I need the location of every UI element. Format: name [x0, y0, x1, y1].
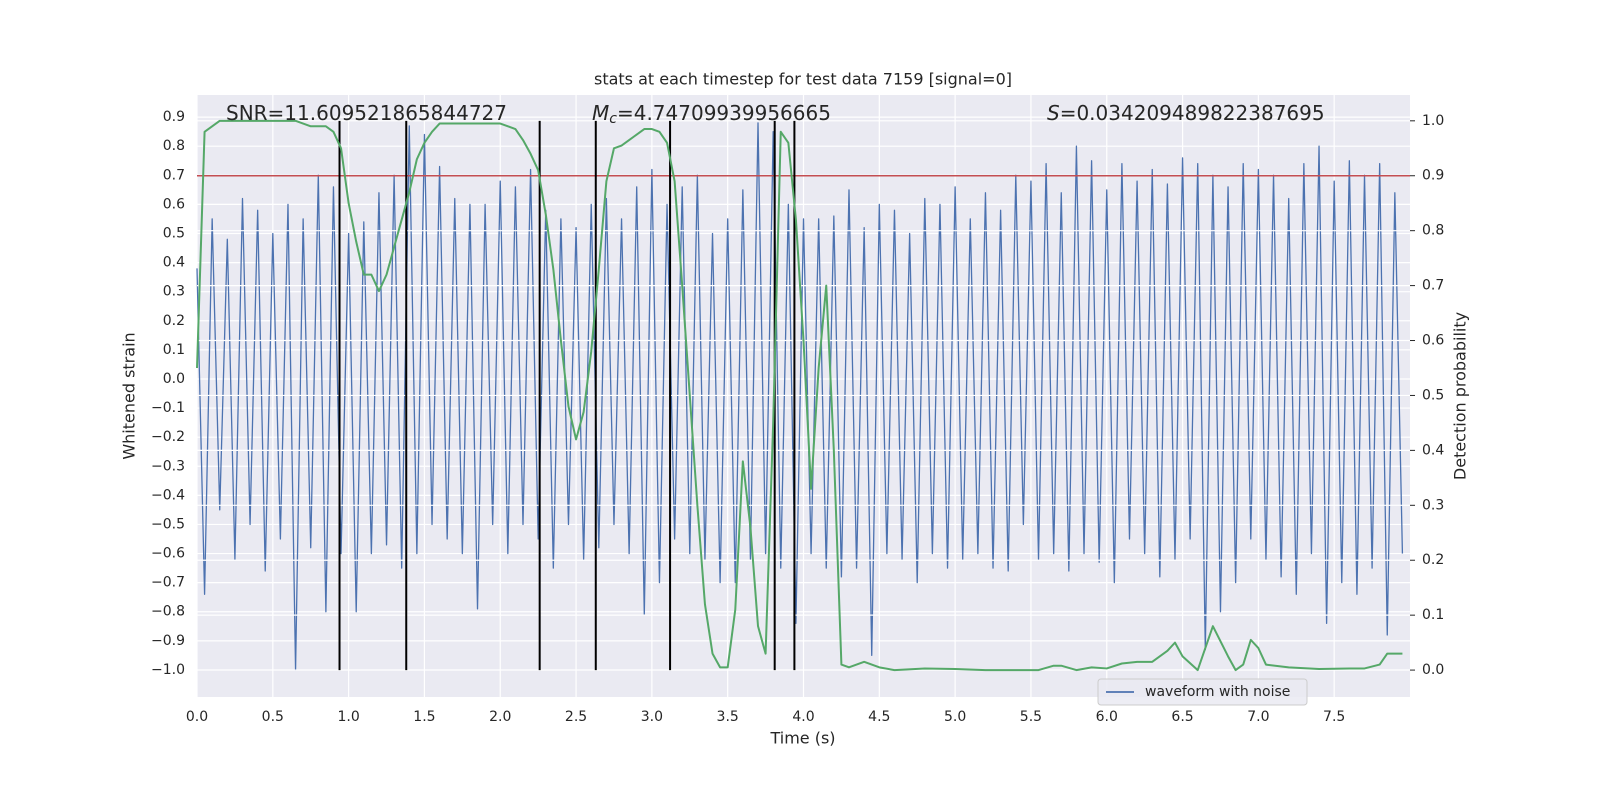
y-tick-label: −0.3 — [151, 458, 185, 474]
y2-tick-label: 0.9 — [1422, 168, 1444, 184]
annotation-symbol: M — [592, 101, 609, 125]
x-tick-label: 5.5 — [1020, 709, 1042, 725]
x-tick-label: 5.0 — [944, 709, 966, 725]
x-tick-label: 4.5 — [868, 709, 890, 725]
x-tick-label: 0.0 — [186, 709, 208, 725]
x-tick-label: 6.5 — [1171, 709, 1193, 725]
annotation-symbol: S — [1047, 101, 1060, 125]
y2-tick-label: 0.0 — [1422, 662, 1444, 678]
annotation-subscript: c — [609, 111, 617, 127]
y2-tick-label: 0.2 — [1422, 552, 1444, 568]
legend: waveform with noise — [1097, 678, 1308, 706]
y2-tick-label: 0.4 — [1422, 442, 1444, 458]
y2-tick-label: 0.5 — [1422, 387, 1444, 403]
y-tick-label: 0.4 — [163, 255, 185, 271]
chart-title: stats at each timestep for test data 715… — [594, 70, 1012, 89]
x-tick-label: 4.0 — [792, 709, 814, 725]
y-tick-label: −1.0 — [151, 662, 185, 678]
y-tick-label: 0.0 — [163, 371, 185, 387]
y-tick-label: 0.2 — [163, 313, 185, 329]
x-tick-label: 3.5 — [717, 709, 739, 725]
y-tick-label: −0.7 — [151, 575, 185, 591]
y2-tick-label: 0.3 — [1422, 497, 1444, 513]
x-tick-label: 2.0 — [489, 709, 511, 725]
y2-tick-label: 1.0 — [1422, 113, 1444, 129]
x-tick-label: 1.5 — [413, 709, 435, 725]
y-tick-label: 0.3 — [163, 284, 185, 300]
waveform-line — [196, 122, 1404, 671]
y-tick-label: 0.6 — [163, 196, 185, 212]
x-tick-label: 7.5 — [1323, 709, 1345, 725]
legend-box — [1097, 678, 1308, 706]
y2-tick-label: 0.1 — [1422, 607, 1444, 623]
annotation-text: SNR=11.609521865844727 — [226, 101, 507, 125]
annotation: S=0.034209489822387695 — [1047, 101, 1325, 125]
y-tick-label: −0.5 — [151, 516, 185, 532]
annotation: SNR=11.609521865844727 — [226, 101, 507, 125]
y-tick-label: 0.7 — [163, 167, 185, 183]
y-tick-label: 0.1 — [163, 342, 185, 358]
y2-tick-label: 0.8 — [1422, 223, 1444, 239]
y2-axis-label: Detection probability — [1451, 312, 1470, 480]
y-tick-label: −0.4 — [151, 487, 185, 503]
annotation-text: =4.74709939956665 — [617, 101, 831, 125]
y2-tick-label: 0.6 — [1422, 333, 1444, 349]
x-tick-label: 6.0 — [1096, 709, 1118, 725]
x-axis-label: Time (s) — [769, 729, 835, 748]
y-tick-label: 0.9 — [163, 109, 185, 125]
y-tick-label: −0.1 — [151, 400, 185, 416]
x-tick-label: 1.0 — [337, 709, 359, 725]
y-tick-label: −0.6 — [151, 546, 185, 562]
y-tick-label: 0.5 — [163, 225, 185, 241]
probability-line — [196, 119, 1403, 672]
y-tick-label: −0.2 — [151, 429, 185, 445]
y-axis-label: Whitened strain — [120, 332, 139, 459]
x-tick-label: 3.0 — [641, 709, 663, 725]
legend-label: waveform with noise — [1145, 684, 1290, 700]
y2-tick-label: 0.7 — [1422, 278, 1444, 294]
x-tick-label: 7.0 — [1247, 709, 1269, 725]
y-tick-label: −0.8 — [151, 604, 185, 620]
x-tick-label: 2.5 — [565, 709, 587, 725]
annotation-text: =0.034209489822387695 — [1060, 101, 1325, 125]
annotation: Mc=4.74709939956665 — [592, 101, 831, 128]
x-tick-label: 0.5 — [262, 709, 284, 725]
y-tick-label: 0.8 — [163, 138, 185, 154]
y-tick-label: −0.9 — [151, 633, 185, 649]
